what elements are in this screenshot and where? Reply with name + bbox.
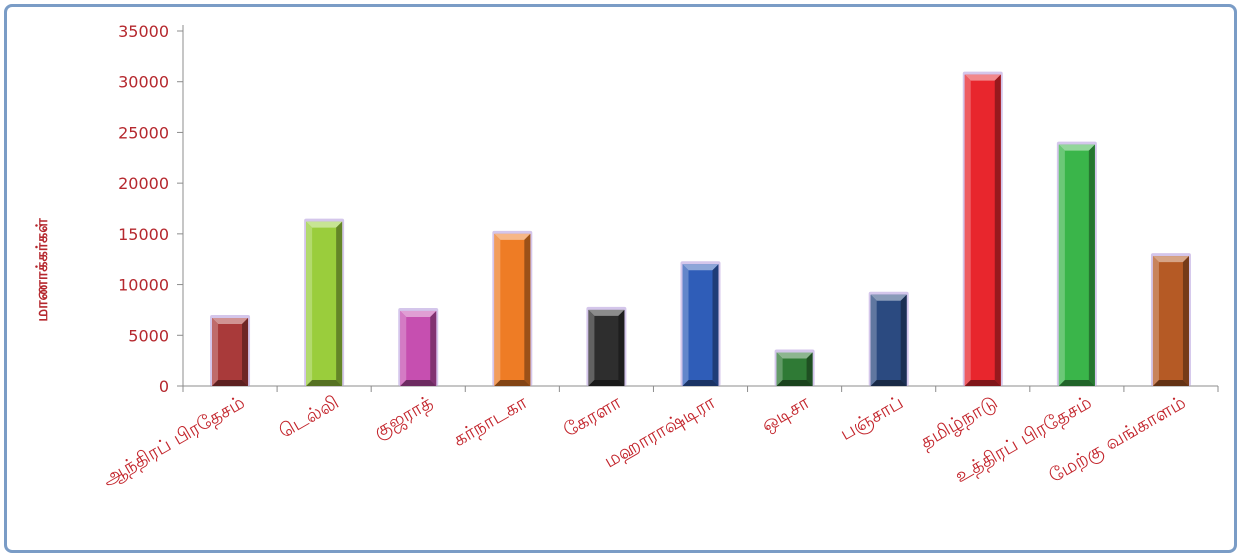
bar-bevel-left	[306, 222, 312, 386]
bar	[304, 219, 344, 386]
bar-bevel-right	[713, 264, 719, 386]
bar-bevel-bottom	[400, 380, 436, 386]
bar-bevel-left	[1153, 256, 1159, 386]
bar-bevel-top	[777, 353, 813, 359]
bar-bevel-left	[400, 311, 406, 386]
x-category-label: கர்நாடகா	[449, 391, 531, 452]
bar-bevel-right	[995, 75, 1001, 386]
y-tick-label: 25000	[118, 123, 169, 142]
bar-bevel-bottom	[1059, 380, 1095, 386]
bar	[775, 350, 815, 386]
bar	[1057, 142, 1097, 386]
bar-bevel-left	[965, 75, 971, 386]
y-tick-label: 5000	[128, 326, 169, 345]
y-axis-label: மாணாக்கர்கள்	[32, 218, 51, 322]
bar-bevel-left	[494, 234, 500, 386]
bar	[963, 72, 1003, 386]
bar-bevel-bottom	[494, 380, 530, 386]
bar-bevel-bottom	[1153, 380, 1189, 386]
bar	[586, 307, 626, 386]
bar-bevel-right	[336, 222, 342, 386]
bar-bevel-left	[683, 264, 689, 386]
x-category-label: ஆந்திரப் பிரதேசம்	[98, 391, 249, 491]
bar-bevel-bottom	[306, 380, 342, 386]
bar-bevel-bottom	[588, 380, 624, 386]
x-category-label: ஒடிசா	[757, 391, 813, 436]
bar	[398, 308, 438, 386]
bar-bevel-bottom	[212, 380, 248, 386]
bar	[869, 292, 909, 386]
bar-bevel-right	[618, 310, 624, 386]
bar-bevel-left	[1059, 145, 1065, 386]
bar-bevel-left	[588, 310, 594, 386]
bar-bevel-left	[871, 295, 877, 386]
bars	[210, 72, 1191, 386]
bar-bevel-top	[212, 318, 248, 324]
bar-bevel-top	[871, 295, 907, 301]
bar-bevel-top	[683, 264, 719, 270]
bar	[210, 315, 250, 386]
axes: 0 5000 10000 15000 20000 25000 30000 35000	[118, 22, 1218, 396]
bar-bevel-bottom	[777, 380, 813, 386]
bar-bevel-left	[212, 318, 218, 386]
bar-bevel-top	[1059, 145, 1095, 151]
bar-bevel-top	[1153, 256, 1189, 262]
bar-bevel-top	[494, 234, 530, 240]
y-tick-label: 10000	[118, 276, 169, 295]
bar-bevel-bottom	[965, 380, 1001, 386]
bar	[492, 231, 532, 386]
bar-bevel-right	[242, 318, 248, 386]
bar-bevel-right	[901, 295, 907, 386]
bar-bevel-bottom	[871, 380, 907, 386]
bar-bevel-right	[430, 311, 436, 386]
bar-bevel-top	[965, 75, 1001, 81]
bar-bevel-top	[588, 310, 624, 316]
x-category-label: கேரளா	[560, 391, 625, 441]
bar-bevel-top	[400, 311, 436, 317]
bar	[681, 261, 721, 386]
labels: ஆந்திரப் பிரதேசம் டெல்லி குஜராத் கர்நாடகா கே…	[98, 391, 1190, 491]
bar-bevel-right	[524, 234, 530, 386]
x-category-label: தமிழ்நாடு	[916, 391, 1002, 454]
y-tick-label: 35000	[118, 22, 169, 41]
y-tick-label: 0	[159, 377, 169, 396]
x-category-label: குஜராத்	[370, 391, 438, 443]
y-tick-label: 30000	[118, 73, 169, 92]
x-category-label: டெல்லி	[275, 391, 342, 443]
y-tick-label: 20000	[118, 174, 169, 193]
bar-bevel-bottom	[683, 380, 719, 386]
bar-bevel-right	[1089, 145, 1095, 386]
bar	[1151, 253, 1191, 386]
y-tick-label: 15000	[118, 225, 169, 244]
bar-bevel-right	[1183, 256, 1189, 386]
bar-bevel-top	[306, 222, 342, 228]
x-category-label: பஞ்சாப்	[836, 391, 907, 445]
